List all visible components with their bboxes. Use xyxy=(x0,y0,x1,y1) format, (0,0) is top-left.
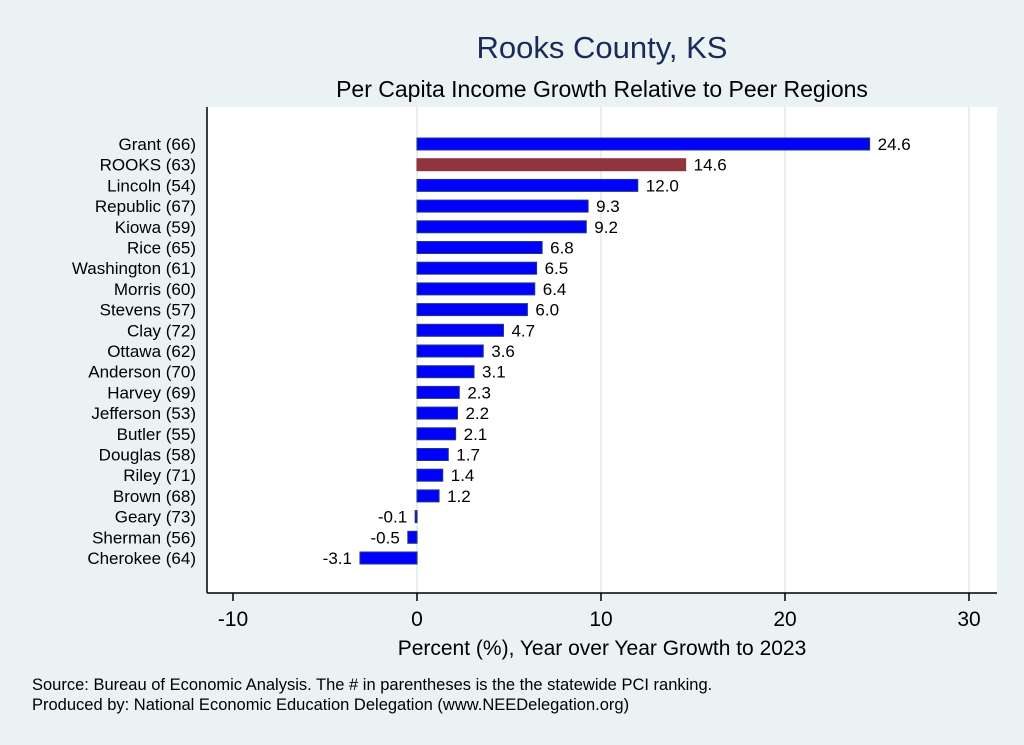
category-label: Stevens (57) xyxy=(100,301,196,320)
category-label: Washington (61) xyxy=(72,259,196,278)
category-label: Douglas (58) xyxy=(99,446,196,465)
data-label: -3.1 xyxy=(323,549,352,568)
category-label: Jefferson (53) xyxy=(91,404,196,423)
source-note: Source: Bureau of Economic Analysis. The… xyxy=(32,676,712,694)
bar xyxy=(416,199,589,213)
bar xyxy=(416,427,457,441)
bar xyxy=(359,551,418,565)
data-label: 6.5 xyxy=(545,259,569,278)
x-tick-label: 30 xyxy=(957,608,980,631)
category-label: Republic (67) xyxy=(95,197,196,216)
data-label: 6.8 xyxy=(550,239,574,258)
chart-title: Rooks County, KS xyxy=(477,30,728,65)
bar xyxy=(416,406,458,420)
data-label: 3.6 xyxy=(491,342,515,361)
data-label: 1.2 xyxy=(447,487,471,506)
bar xyxy=(416,489,440,503)
bar xyxy=(416,261,538,275)
category-label: Harvey (69) xyxy=(107,383,196,402)
bar xyxy=(416,344,484,358)
data-label: 3.1 xyxy=(482,363,506,382)
data-label: 9.3 xyxy=(596,197,620,216)
bar xyxy=(416,241,543,254)
data-label: 12.0 xyxy=(646,176,679,195)
bar xyxy=(416,448,449,461)
producer-note: Produced by: National Economic Education… xyxy=(32,696,629,714)
category-label: Kiowa (59) xyxy=(115,218,196,237)
data-label: 24.6 xyxy=(878,135,911,154)
x-tick-label: 10 xyxy=(589,608,612,631)
category-label: Rice (65) xyxy=(127,239,196,258)
category-label: Grant (66) xyxy=(119,135,196,154)
bar xyxy=(407,530,418,544)
x-tick-label: 20 xyxy=(773,608,796,631)
data-label: 14.6 xyxy=(694,156,727,175)
category-label: Butler (55) xyxy=(117,425,196,444)
data-label: 2.1 xyxy=(464,425,488,444)
data-label: 1.7 xyxy=(456,446,480,465)
bar xyxy=(416,137,871,151)
bar xyxy=(416,178,639,192)
bar xyxy=(416,158,687,172)
bar xyxy=(416,323,504,337)
category-label: Morris (60) xyxy=(114,280,196,299)
data-label: 2.2 xyxy=(465,404,489,423)
category-label: Anderson (70) xyxy=(88,363,196,382)
data-label: -0.1 xyxy=(378,508,407,527)
category-label: Clay (72) xyxy=(127,321,196,340)
bar xyxy=(416,220,587,234)
data-label: 4.7 xyxy=(511,321,535,340)
chart-subtitle: Per Capita Income Growth Relative to Pee… xyxy=(336,76,868,102)
category-label: Riley (71) xyxy=(123,466,196,485)
data-label: 9.2 xyxy=(594,218,618,237)
data-label: -0.5 xyxy=(371,528,400,547)
data-label: 6.4 xyxy=(543,280,567,299)
data-label: 2.3 xyxy=(467,383,491,402)
bar xyxy=(416,282,536,296)
x-tick-label: 0 xyxy=(411,608,423,631)
category-label: Sherman (56) xyxy=(92,528,196,547)
bar xyxy=(416,303,528,317)
x-axis-label: Percent (%), Year over Year Growth to 20… xyxy=(398,637,807,660)
category-label: ROOKS (63) xyxy=(100,156,196,175)
x-tick-label: -10 xyxy=(218,608,248,631)
bar xyxy=(414,510,418,524)
category-label: Cherokee (64) xyxy=(87,549,196,568)
category-label: Lincoln (54) xyxy=(107,176,196,195)
category-label: Geary (73) xyxy=(115,508,196,527)
bar xyxy=(416,385,460,399)
data-label: 1.4 xyxy=(451,466,475,485)
bar xyxy=(416,468,444,482)
data-label: 6.0 xyxy=(535,301,559,320)
category-label: Brown (68) xyxy=(113,487,196,506)
bar xyxy=(416,365,475,379)
category-label: Ottawa (62) xyxy=(107,342,196,361)
